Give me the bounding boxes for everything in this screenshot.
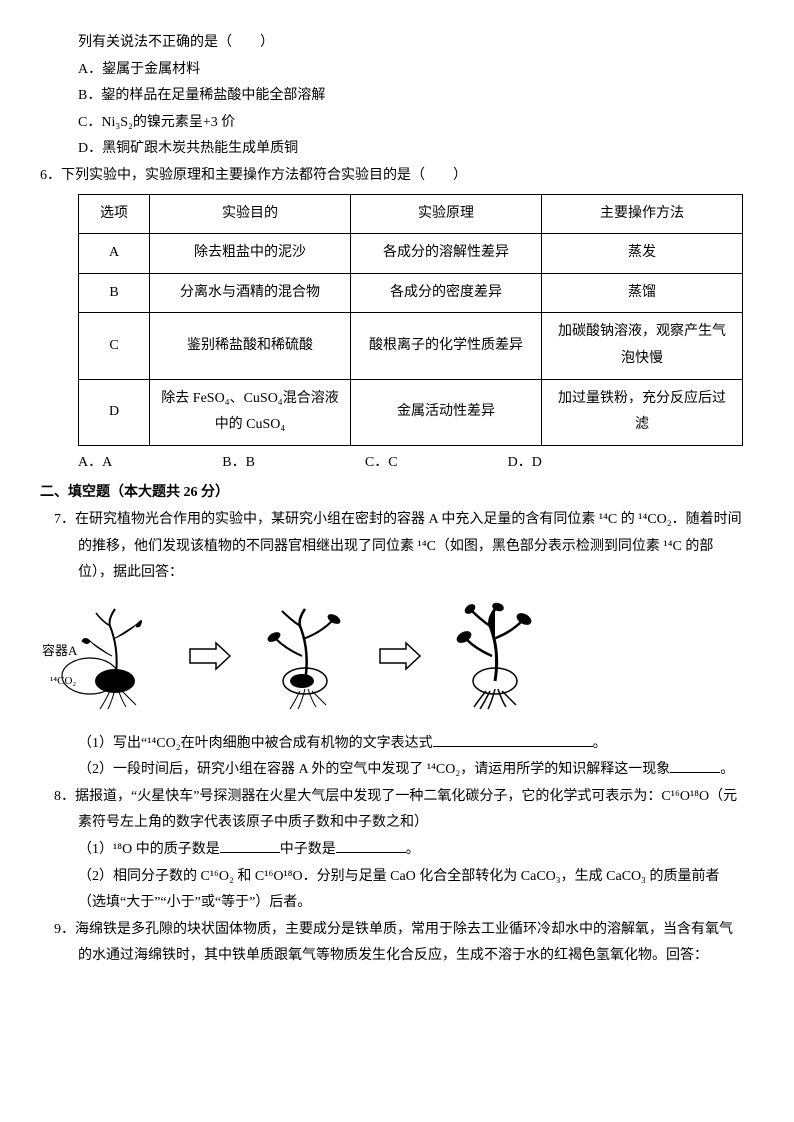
table-cell: 鉴别稀盐酸和稀硫酸 <box>150 313 351 379</box>
q7-sub1: （1）写出“¹⁴CO₂在叶肉细胞中被合成有机物的文字表达式 。 <box>40 731 744 758</box>
table-cell: D <box>79 379 150 445</box>
table-cell: 各成分的溶解性差异 <box>351 234 542 274</box>
arrow-icon <box>378 641 422 671</box>
q5-opt-c: C．Ni₃S₂的镍元素呈+3 价 <box>40 110 744 137</box>
q6-choice-c: C．C <box>365 450 398 477</box>
plant-icon-2 <box>250 601 360 711</box>
q6-choice-b: B．B <box>222 450 255 477</box>
q7-sub1-text: （1）写出“¹⁴CO₂在叶肉细胞中被合成有机物的文字表达式 <box>78 736 433 751</box>
q7-sub2: （2）一段时间后，研究小组在容器 A 外的空气中发现了 ¹⁴CO₂，请运用所学的… <box>40 757 744 784</box>
q5-opt-d: D．黑铜矿跟木炭共热能生成单质铜 <box>40 136 744 163</box>
q6-h1: 选项 <box>79 194 150 234</box>
table-cell: C <box>79 313 150 379</box>
table-cell: 各成分的密度差异 <box>351 273 542 313</box>
table-cell: 酸根离子的化学性质差异 <box>351 313 542 379</box>
table-cell: 加过量铁粉，充分反应后过滤 <box>542 379 743 445</box>
table-cell: 加碳酸钠溶液，观察产生气泡快慢 <box>542 313 743 379</box>
q9-stem: 9．海绵铁是多孔隙的块状固体物质，主要成分是铁单质，常用于除去工业循环冷却水中的… <box>40 917 744 970</box>
q5-opt-a: A．鋆属于金属材料 <box>40 57 744 84</box>
plant-icon-3 <box>440 601 550 711</box>
q6-h3: 实验原理 <box>351 194 542 234</box>
q7-sub2-end: 。 <box>720 762 734 777</box>
q8-sub2: （2）相同分子数的 C¹⁶O₂ 和 C¹⁶O¹⁸O．分别与足量 CaO 化合全部… <box>40 864 744 917</box>
table-cell: 除去 FeSO₄、CuSO₄混合溶液中的 CuSO₄ <box>150 379 351 445</box>
q6-choice-d: D．D <box>508 450 542 477</box>
fill-blank[interactable] <box>433 746 593 747</box>
q8-stem: 8．据报道，“火星快车”号探测器在火星大气层中发现了一种二氧化碳分子，它的化学式… <box>40 784 744 837</box>
table-cell: B <box>79 273 150 313</box>
table-cell: A <box>79 234 150 274</box>
q8-sub1: （1）¹⁸O 中的质子数是 中子数是 。 <box>40 837 744 864</box>
q7-label-a: 容器A <box>42 639 77 664</box>
fill-blank[interactable] <box>336 852 406 853</box>
q7-sub2-text: （2）一段时间后，研究小组在容器 A 外的空气中发现了 ¹⁴CO₂，请运用所学的… <box>78 762 670 777</box>
arrow-icon <box>188 641 232 671</box>
q8-sub1-c: 。 <box>406 842 420 857</box>
table-cell: 金属活动性差异 <box>351 379 542 445</box>
table-cell: 除去粗盐中的泥沙 <box>150 234 351 274</box>
fill-blank[interactable] <box>670 772 720 773</box>
q6-table: 选项 实验目的 实验原理 主要操作方法 A 除去粗盐中的泥沙 各成分的溶解性差异… <box>78 194 743 446</box>
q6-stem: 6．下列实验中，实验原理和主要操作方法都符合实验目的是（ ） <box>40 163 744 190</box>
q6-h4: 主要操作方法 <box>542 194 743 234</box>
table-cell: 蒸发 <box>542 234 743 274</box>
q7-stem: 7．在研究植物光合作用的实验中，某研究小组在密封的容器 A 中充入足量的含有同位… <box>40 507 744 587</box>
fill-blank[interactable] <box>220 852 280 853</box>
q6-choices: A．A B．B C．C D．D <box>40 450 744 477</box>
q6-h2: 实验目的 <box>150 194 351 234</box>
q7-figure: 容器A ¹⁴CO₂ <box>40 601 744 711</box>
table-cell: 蒸馏 <box>542 273 743 313</box>
q5-lead: 列有关说法不正确的是（ ） <box>40 30 744 57</box>
section2-header: 二、填空题（本大题共 26 分） <box>40 480 744 507</box>
q7-sub1-end: 。 <box>593 736 607 751</box>
q6-choice-a: A．A <box>78 450 112 477</box>
table-cell: 分离水与酒精的混合物 <box>150 273 351 313</box>
q8-sub1-a: （1）¹⁸O 中的质子数是 <box>78 842 220 857</box>
q7-label-co2: ¹⁴CO₂ <box>50 671 76 692</box>
q8-sub1-b: 中子数是 <box>280 842 336 857</box>
q5-opt-b: B．鋆的样品在足量稀盐酸中能全部溶解 <box>40 83 744 110</box>
